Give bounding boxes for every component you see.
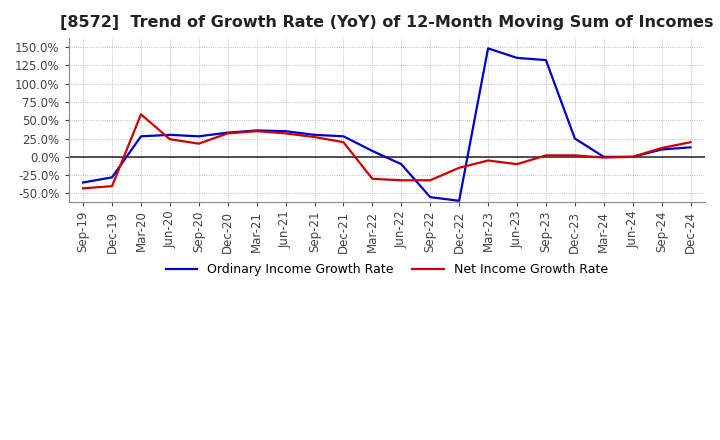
Net Income Growth Rate [339, 139, 348, 145]
Net Income Growth Rate [368, 176, 377, 181]
Net Income Growth Rate [686, 139, 695, 145]
Net Income Growth Rate [282, 131, 290, 136]
Ordinary Income Growth Rate [223, 130, 232, 135]
Net Income Growth Rate [194, 141, 203, 146]
Net Income Growth Rate [629, 154, 637, 159]
Ordinary Income Growth Rate [166, 132, 174, 137]
Ordinary Income Growth Rate [282, 128, 290, 134]
Ordinary Income Growth Rate [310, 132, 319, 137]
Ordinary Income Growth Rate [629, 154, 637, 159]
Net Income Growth Rate [78, 186, 87, 191]
Net Income Growth Rate [541, 153, 550, 158]
Net Income Growth Rate [600, 155, 608, 160]
Net Income Growth Rate [252, 128, 261, 134]
Ordinary Income Growth Rate [194, 134, 203, 139]
Net Income Growth Rate [426, 178, 435, 183]
Ordinary Income Growth Rate [78, 180, 87, 185]
Net Income Growth Rate [397, 178, 405, 183]
Net Income Growth Rate [108, 183, 117, 189]
Legend: Ordinary Income Growth Rate, Net Income Growth Rate: Ordinary Income Growth Rate, Net Income … [161, 258, 613, 282]
Net Income Growth Rate [657, 145, 666, 150]
Ordinary Income Growth Rate [484, 46, 492, 51]
Ordinary Income Growth Rate [686, 145, 695, 150]
Ordinary Income Growth Rate [455, 198, 464, 203]
Ordinary Income Growth Rate [137, 134, 145, 139]
Line: Ordinary Income Growth Rate: Ordinary Income Growth Rate [83, 48, 690, 201]
Ordinary Income Growth Rate [397, 161, 405, 167]
Net Income Growth Rate [570, 153, 579, 158]
Net Income Growth Rate [484, 158, 492, 163]
Line: Net Income Growth Rate: Net Income Growth Rate [83, 114, 690, 188]
Net Income Growth Rate [455, 165, 464, 170]
Ordinary Income Growth Rate [513, 55, 521, 61]
Ordinary Income Growth Rate [426, 194, 435, 200]
Ordinary Income Growth Rate [368, 148, 377, 154]
Net Income Growth Rate [310, 134, 319, 139]
Ordinary Income Growth Rate [252, 128, 261, 133]
Net Income Growth Rate [137, 112, 145, 117]
Net Income Growth Rate [166, 136, 174, 142]
Net Income Growth Rate [223, 131, 232, 136]
Ordinary Income Growth Rate [570, 136, 579, 141]
Ordinary Income Growth Rate [657, 147, 666, 152]
Ordinary Income Growth Rate [541, 58, 550, 63]
Title: [8572]  Trend of Growth Rate (YoY) of 12-Month Moving Sum of Incomes: [8572] Trend of Growth Rate (YoY) of 12-… [60, 15, 714, 30]
Ordinary Income Growth Rate [108, 175, 117, 180]
Ordinary Income Growth Rate [339, 134, 348, 139]
Net Income Growth Rate [513, 161, 521, 167]
Ordinary Income Growth Rate [600, 154, 608, 159]
